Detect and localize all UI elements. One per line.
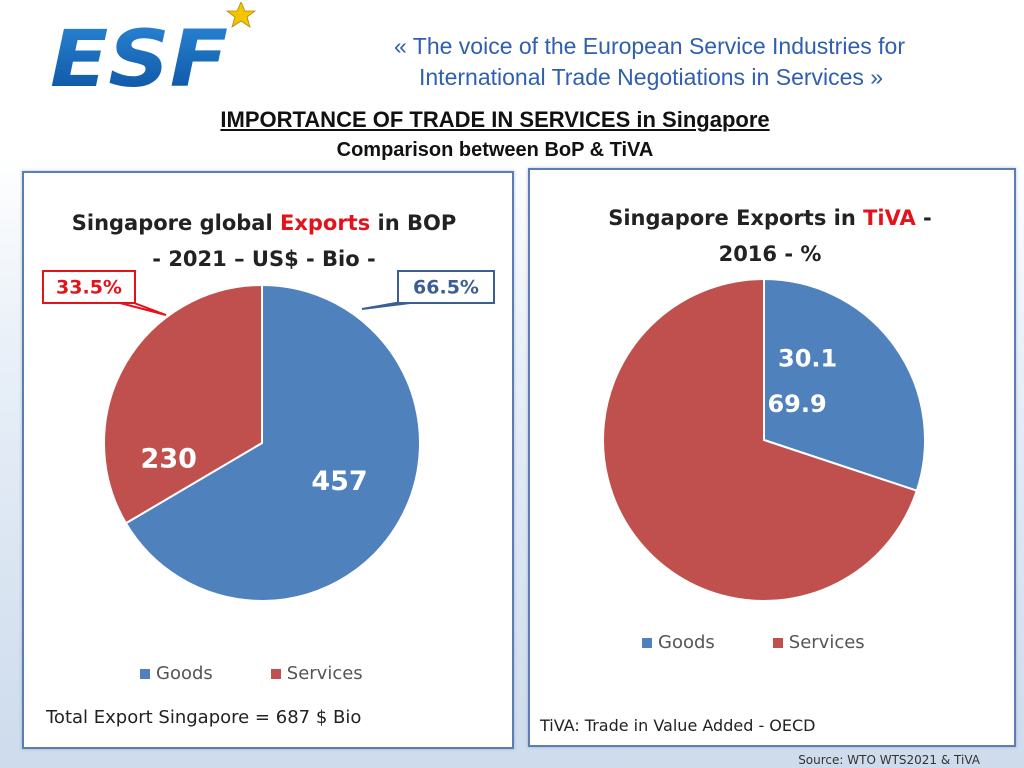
bop-legend: Goods Services — [140, 663, 363, 684]
legend-swatch-services — [772, 637, 783, 648]
bop-title-pre: Singapore global — [71, 211, 280, 235]
pie-slice-services — [602, 277, 919, 602]
bop-footnote: Total Export Singapore = 687 $ Bio — [46, 707, 362, 728]
pie-slice-goods — [763, 277, 926, 492]
bop-chart-title: Singapore global Exports in BOP - 2021 –… — [44, 205, 484, 277]
legend-item-goods: Goods — [642, 632, 715, 653]
legend-swatch-goods — [642, 637, 652, 648]
tagline: « The voice of the European Service Indu… — [394, 31, 994, 93]
bop-pie-chart: 457 230 33.5% 66.5% — [42, 270, 495, 602]
tiva-chart-panel: Singapore Exports in TiVA - 2016 - % 30.… — [528, 168, 1016, 747]
source-note: Source: WTO WTS2021 & TiVA — [798, 753, 980, 767]
legend-label-services: Services — [788, 632, 865, 653]
callout-pointer-services — [119, 302, 167, 316]
tiva-title-pre: Singapore Exports in — [608, 206, 864, 230]
tiva-title-post: - — [915, 206, 932, 230]
bop-title-line2: - 2021 – US$ - Bio - — [152, 247, 376, 271]
page-title: IMPORTANCE OF TRADE IN SERVICES in Singa… — [220, 107, 770, 132]
bop-title-accent: Exports — [279, 211, 371, 235]
bop-title-post: in BOP — [370, 211, 457, 235]
bop-chart-panel: Singapore global Exports in BOP - 2021 –… — [22, 171, 514, 749]
callout-label-goods: 66.5% — [413, 277, 479, 299]
data-label-goods: 30.1 — [778, 344, 837, 372]
data-label-goods: 457 — [311, 466, 367, 497]
tiva-footnote: TiVA: Trade in Value Added - OECD — [540, 716, 816, 735]
legend-label-services: Services — [286, 663, 363, 684]
logo-text: ESF — [50, 15, 228, 94]
data-label-services: 69.9 — [767, 390, 826, 418]
callout-box-services — [42, 270, 136, 304]
legend-swatch-services — [270, 668, 281, 679]
tiva-legend: Goods Services — [642, 632, 865, 653]
esf-logo: ESF — [50, 2, 257, 94]
callout-box-goods — [397, 270, 495, 304]
legend-item-goods: Goods — [140, 663, 213, 684]
tiva-title-accent: TiVA — [863, 206, 916, 230]
callout-label-services: 33.5% — [56, 277, 122, 299]
star-icon — [225, 2, 257, 28]
tagline-line-1: « The voice of the European Service Indu… — [394, 33, 905, 59]
legend-item-services: Services — [772, 632, 865, 653]
tiva-pie-chart: 30.1 69.9 — [602, 277, 926, 602]
legend-item-services: Services — [270, 663, 363, 684]
data-label-services: 230 — [141, 444, 197, 475]
tagline-line-2: International Trade Negotiations in Serv… — [419, 64, 884, 90]
page-subtitle: Comparison between BoP & TiVA — [336, 139, 654, 161]
pie-slice-services — [103, 283, 263, 525]
legend-swatch-goods — [140, 668, 150, 679]
tiva-chart-title: Singapore Exports in TiVA - 2016 - % — [570, 200, 970, 272]
tiva-title-line2: 2016 - % — [718, 242, 822, 266]
legend-label-goods: Goods — [156, 663, 213, 684]
legend-label-goods: Goods — [658, 632, 715, 653]
pie-slice-goods — [124, 283, 421, 602]
